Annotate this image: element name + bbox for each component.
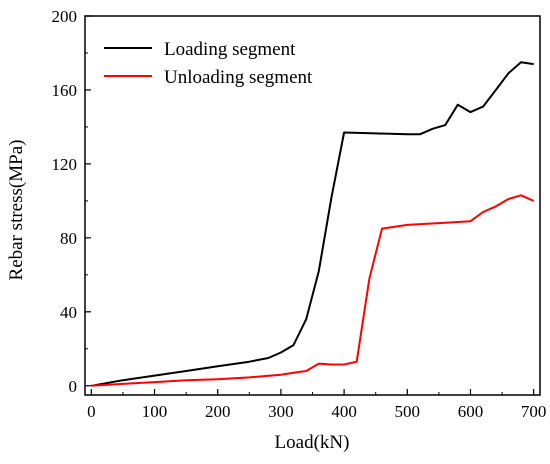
y-tick-label: 200: [52, 7, 78, 26]
x-tick-label: 300: [268, 402, 294, 421]
x-tick-label: 700: [521, 402, 547, 421]
y-tick-label: 120: [52, 155, 78, 174]
series-line-2: [91, 194, 535, 387]
legend: Loading segment Unloading segment: [104, 39, 313, 88]
y-tick-label: 40: [60, 303, 77, 322]
x-tick-label: 600: [458, 402, 484, 421]
series-line-1: [91, 61, 534, 387]
x-tick-label: 200: [205, 402, 231, 421]
x-axis: 0 100 200 300 400 500 600 700: [87, 389, 546, 421]
x-tick-label: 100: [142, 402, 168, 421]
legend-label: Loading segment: [164, 39, 296, 60]
y-axis-label: Rebar stress(MPa): [6, 140, 27, 281]
x-tick-label: 400: [331, 402, 357, 421]
y-tick-label: 0: [69, 377, 78, 396]
series-layer: [91, 61, 535, 387]
x-tick-label: 500: [395, 402, 421, 421]
y-axis: 0 40 80 120 160 200: [52, 7, 91, 396]
x-tick-label: 0: [87, 402, 96, 421]
legend-label: Unloading segment: [164, 67, 313, 88]
plot-frame: [84, 15, 541, 396]
y-tick-label: 160: [52, 81, 78, 100]
x-axis-label: Load(kN): [275, 432, 350, 453]
y-tick-label: 80: [60, 229, 77, 248]
